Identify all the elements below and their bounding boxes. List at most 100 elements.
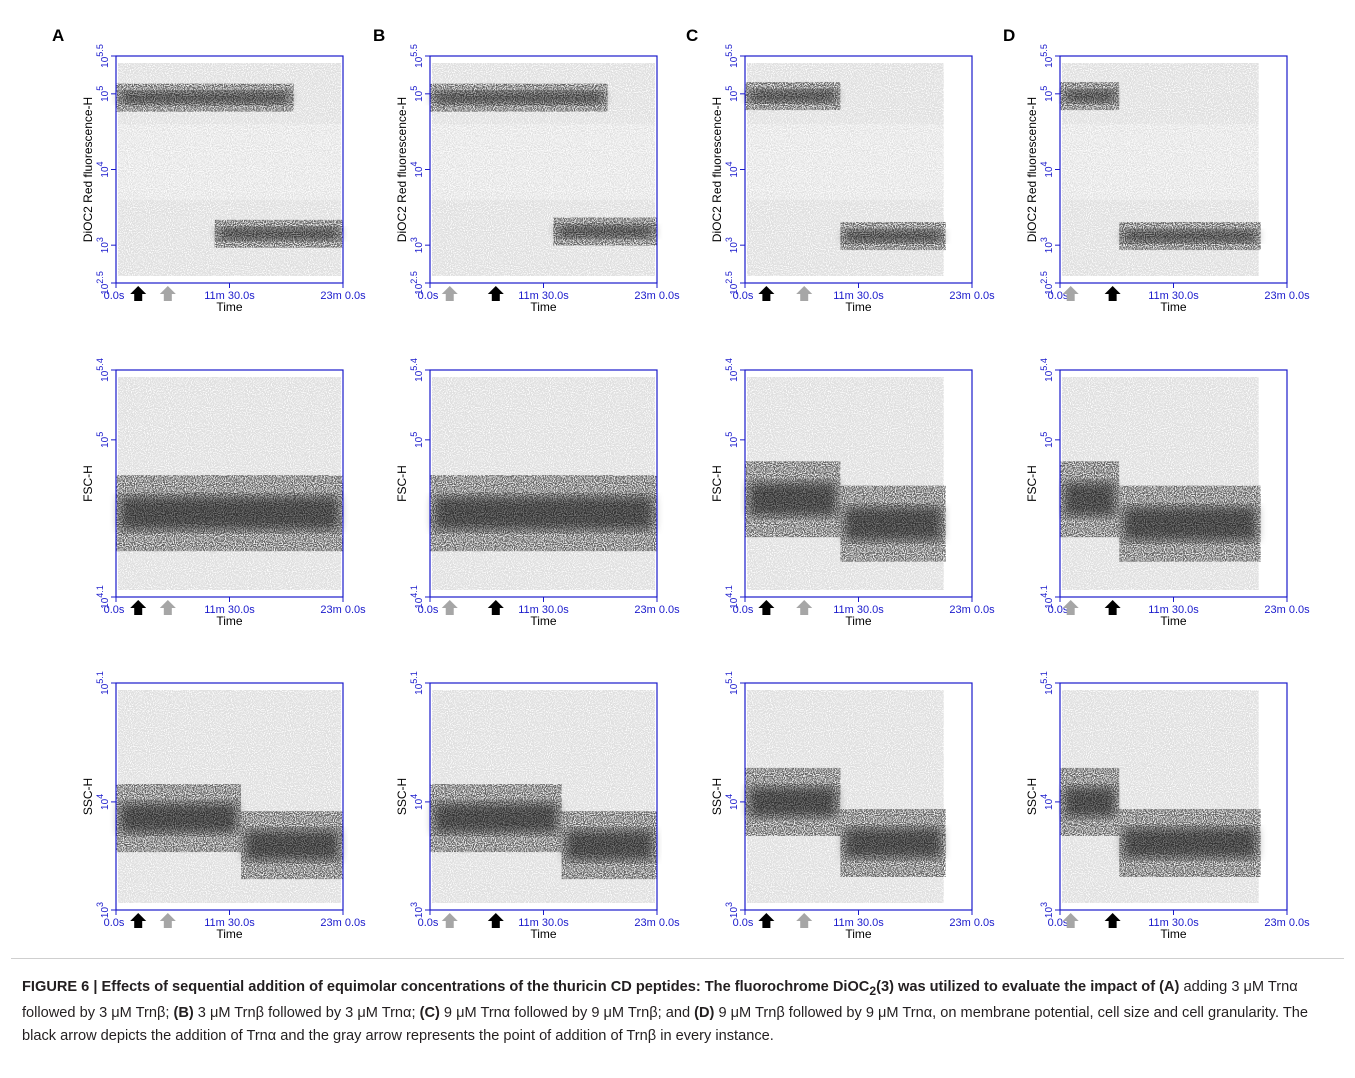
panel-c-dioc2: 0.0s 11m 30.0s 23m 0.0s Time 102.5 103 104 105 1… [710, 44, 995, 314]
x-axis-label: Time [530, 300, 557, 314]
population-core-2 [245, 829, 339, 861]
y-axis-label: FSC-H [395, 465, 409, 502]
x-axis-label: Time [530, 927, 557, 941]
y-tick-label: 104 [1039, 161, 1055, 177]
y-tick-label: 103 [724, 902, 740, 918]
figure-caption: FIGURE 6 | Effects of sequential additio… [22, 976, 1332, 1047]
caption-lead: FIGURE 6 | Effects of sequential additio… [22, 979, 1156, 998]
population-core-1 [1064, 482, 1116, 517]
x-axis-label: Time [1160, 927, 1187, 941]
gray-arrow-icon [441, 600, 458, 615]
y-axis-label: FSC-H [1025, 465, 1039, 502]
panel-b-dioc2: 0.0s 11m 30.0s 23m 0.0s Time 102.5 103 104 105 1… [395, 44, 680, 314]
x-tick-label: 11m 30.0s [1148, 604, 1199, 616]
x-tick-label: 23m 0.0s [949, 604, 995, 616]
x-tick-label: 11m 30.0s [518, 917, 569, 929]
y-tick-label: 102.5 [95, 271, 111, 295]
x-tick-label: 0.0s [733, 917, 754, 929]
caption-ref-b: (B) [173, 1005, 194, 1022]
black-arrow-icon [1104, 913, 1121, 928]
black-arrow-icon [758, 913, 775, 928]
x-tick-label: 0.0s [1048, 917, 1069, 929]
y-axis-label: DiOC2 Red fluorescence-H [81, 97, 95, 242]
population-core-2 [844, 229, 942, 243]
y-tick-label: 104.1 [1039, 585, 1055, 609]
panel-c-ssc: 0.0s 11m 30.0s 23m 0.0s Time 103 104 105.1 SSC-… [710, 671, 995, 941]
x-tick-label: 23m 0.0s [949, 290, 995, 302]
x-axis-label: Time [1160, 614, 1187, 628]
y-axis-label: FSC-H [81, 465, 95, 502]
population-core-1 [1064, 89, 1116, 103]
y-tick-label: 105.1 [724, 671, 740, 695]
y-tick-label: 105 [409, 86, 425, 102]
population-core-1 [434, 91, 604, 104]
x-tick-label: 0.0s [104, 917, 125, 929]
y-tick-label: 103 [95, 902, 111, 918]
x-tick-label: 23m 0.0s [320, 604, 366, 616]
x-axis-label: Time [216, 927, 243, 941]
x-axis-label: Time [1160, 300, 1187, 314]
caption-lead-sub: 2 [869, 983, 877, 998]
black-arrow-icon [487, 913, 504, 928]
population-core-2 [1123, 827, 1257, 859]
y-axis-label: DiOC2 Red fluorescence-H [710, 97, 724, 242]
y-tick-label: 105 [724, 86, 740, 102]
caption-lead-tail: (3) was utilized to evaluate the impact … [876, 979, 1156, 995]
black-arrow-icon [758, 600, 775, 615]
panel-c-fsc: 0.0s 11m 30.0s 23m 0.0s Time 104.1 105 105.4 FS… [710, 358, 995, 628]
y-tick-label: 103 [409, 902, 425, 918]
panel-label-a: A [52, 26, 64, 45]
population-core-2 [565, 829, 653, 861]
population-core-1 [749, 786, 837, 818]
y-axis-label: SSC-H [395, 778, 409, 815]
sparse-band [432, 124, 655, 200]
y-tick-label: 105.4 [409, 358, 425, 382]
x-axis-label: Time [216, 300, 243, 314]
y-tick-label: 104.1 [409, 585, 425, 609]
y-tick-label: 105.4 [1039, 358, 1055, 382]
caption-ref-c: (C) [419, 1005, 440, 1022]
sparse-band [747, 124, 970, 200]
population-core-2 [844, 827, 942, 859]
y-tick-label: 105.4 [724, 358, 740, 382]
population-core-2 [1123, 506, 1257, 541]
y-tick-label: 105 [95, 432, 111, 448]
gray-arrow-icon [796, 600, 813, 615]
x-tick-label: 11m 30.0s [1148, 917, 1199, 929]
x-tick-label: 23m 0.0s [1264, 917, 1310, 929]
y-axis-label: DiOC2 Red fluorescence-H [1025, 97, 1039, 242]
x-tick-label: 11m 30.0s [518, 604, 569, 616]
x-tick-label: 11m 30.0s [204, 290, 255, 302]
y-tick-label: 105.5 [1039, 44, 1055, 68]
x-axis-label: Time [845, 927, 872, 941]
x-tick-label: 11m 30.0s [518, 290, 569, 302]
x-tick-label: 0.0s [418, 290, 439, 302]
y-tick-label: 102.5 [1039, 271, 1055, 295]
x-tick-label: 11m 30.0s [204, 604, 255, 616]
x-tick-label: 11m 30.0s [833, 604, 884, 616]
y-tick-label: 104 [95, 161, 111, 177]
population-core-1 [120, 496, 339, 531]
panel-label-b: B [373, 26, 385, 45]
y-tick-label: 104.1 [724, 585, 740, 609]
y-tick-label: 105 [409, 432, 425, 448]
x-tick-label: 0.0s [733, 604, 754, 616]
caption-text-d: 9 μM Trnβ followed by 9 μM Trnα, on memb… [22, 1005, 1309, 1044]
y-tick-label: 105.4 [95, 358, 111, 382]
population-core-1 [749, 482, 837, 517]
gray-arrow-icon [1062, 286, 1079, 301]
x-axis-label: Time [216, 614, 243, 628]
panel-b-ssc: 0.0s 11m 30.0s 23m 0.0s Time 103 104 105.1 SSC-… [395, 671, 680, 941]
panel-a-ssc: 0.0s 11m 30.0s 23m 0.0s Time 103 104 105.1 SSC-… [81, 671, 366, 941]
x-tick-label: 11m 30.0s [833, 290, 884, 302]
x-tick-label: 11m 30.0s [204, 917, 255, 929]
black-arrow-icon [1104, 600, 1121, 615]
y-tick-label: 104.1 [95, 585, 111, 609]
x-tick-label: 11m 30.0s [1148, 290, 1199, 302]
x-axis-label: Time [845, 614, 872, 628]
x-axis-label: Time [530, 614, 557, 628]
gray-arrow-icon [159, 286, 176, 301]
population-core-2 [218, 227, 339, 241]
x-tick-label: 0.0s [418, 917, 439, 929]
y-tick-label: 104 [724, 161, 740, 177]
